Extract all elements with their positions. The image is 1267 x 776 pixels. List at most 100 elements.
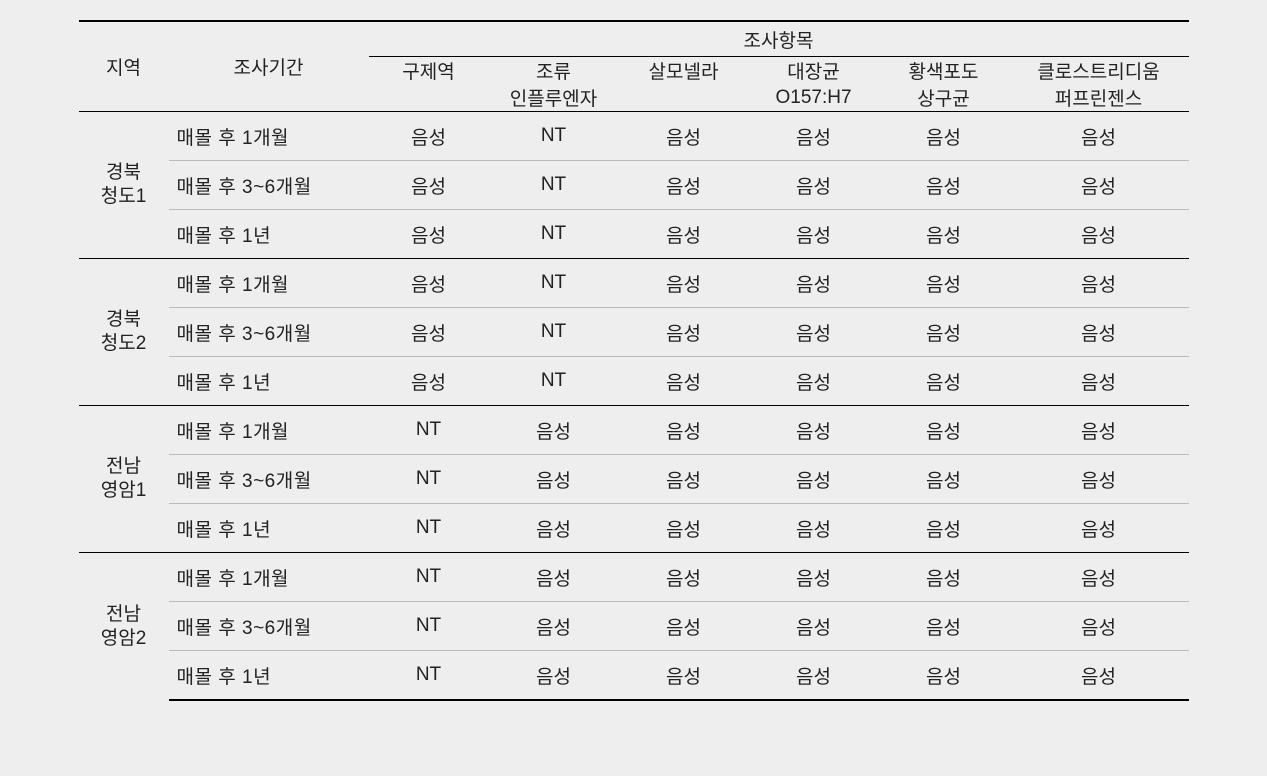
region-cell: 경북 청도2 (79, 259, 169, 406)
value-cell: 음성 (879, 308, 1009, 357)
region-line2: 청도2 (79, 332, 169, 356)
table-row: 매몰 후 1년 NT 음성 음성 음성 음성 음성 (79, 504, 1189, 553)
value-cell: 음성 (879, 455, 1009, 504)
value-cell: 음성 (369, 161, 489, 210)
period-cell: 매몰 후 3~6개월 (169, 455, 369, 504)
value-cell: 음성 (749, 602, 879, 651)
period-cell: 매몰 후 1년 (169, 504, 369, 553)
value-cell: 음성 (619, 504, 749, 553)
period-cell: 매몰 후 1년 (169, 651, 369, 701)
table-body: 경북 청도1 매몰 후 1개월 음성 NT 음성 음성 음성 음성 매몰 후 3… (79, 112, 1189, 701)
table-header: 지역 조사기간 조사항목 구제역 조류 살모넬라 대장균 황색포도 클로스트리디… (79, 21, 1189, 112)
value-cell: NT (489, 112, 619, 161)
value-cell: NT (369, 504, 489, 553)
value-cell: 음성 (489, 406, 619, 455)
value-cell: 음성 (1009, 455, 1189, 504)
region-cell: 전남 영암2 (79, 553, 169, 701)
value-cell: 음성 (619, 308, 749, 357)
value-cell: NT (489, 308, 619, 357)
value-cell: NT (369, 602, 489, 651)
region-cell: 경북 청도1 (79, 112, 169, 259)
header-item-4-line2: O157:H7 (749, 84, 879, 112)
value-cell: 음성 (619, 112, 749, 161)
value-cell: 음성 (619, 259, 749, 308)
region-line2: 청도1 (79, 185, 169, 209)
value-cell: 음성 (619, 553, 749, 602)
table-row: 전남 영암2 매몰 후 1개월 NT 음성 음성 음성 음성 음성 (79, 553, 1189, 602)
period-cell: 매몰 후 3~6개월 (169, 161, 369, 210)
value-cell: 음성 (369, 308, 489, 357)
value-cell: 음성 (1009, 112, 1189, 161)
table-row: 매몰 후 3~6개월 NT 음성 음성 음성 음성 음성 (79, 602, 1189, 651)
header-period: 조사기간 (169, 21, 369, 112)
value-cell: 음성 (1009, 210, 1189, 259)
value-cell: 음성 (879, 602, 1009, 651)
value-cell: 음성 (619, 455, 749, 504)
table-row: 매몰 후 3~6개월 음성 NT 음성 음성 음성 음성 (79, 308, 1189, 357)
value-cell: 음성 (619, 210, 749, 259)
header-item-6-line2: 퍼프린젠스 (1009, 84, 1189, 112)
value-cell: 음성 (619, 357, 749, 406)
table-row: 매몰 후 3~6개월 NT 음성 음성 음성 음성 음성 (79, 455, 1189, 504)
value-cell: 음성 (369, 357, 489, 406)
value-cell: 음성 (749, 308, 879, 357)
value-cell: NT (369, 455, 489, 504)
value-cell: 음성 (1009, 651, 1189, 701)
value-cell: 음성 (619, 406, 749, 455)
value-cell: NT (489, 161, 619, 210)
value-cell: 음성 (489, 602, 619, 651)
value-cell: 음성 (1009, 308, 1189, 357)
value-cell: 음성 (619, 651, 749, 701)
value-cell: 음성 (489, 651, 619, 701)
value-cell: 음성 (749, 406, 879, 455)
value-cell: 음성 (879, 651, 1009, 701)
header-item-1-line2 (369, 84, 489, 112)
period-cell: 매몰 후 3~6개월 (169, 602, 369, 651)
value-cell: 음성 (1009, 602, 1189, 651)
region-line1: 전남 (79, 603, 169, 627)
header-item-3-line1: 살모넬라 (619, 57, 749, 85)
table-row: 전남 영암1 매몰 후 1개월 NT 음성 음성 음성 음성 음성 (79, 406, 1189, 455)
value-cell: 음성 (749, 259, 879, 308)
table-row: 매몰 후 3~6개월 음성 NT 음성 음성 음성 음성 (79, 161, 1189, 210)
value-cell: 음성 (749, 553, 879, 602)
value-cell: 음성 (879, 406, 1009, 455)
value-cell: NT (369, 406, 489, 455)
value-cell: 음성 (879, 210, 1009, 259)
value-cell: 음성 (879, 553, 1009, 602)
region-line2: 영암1 (79, 479, 169, 503)
value-cell: 음성 (749, 651, 879, 701)
table-row: 매몰 후 1년 NT 음성 음성 음성 음성 음성 (79, 651, 1189, 701)
value-cell: 음성 (879, 112, 1009, 161)
value-cell: 음성 (749, 112, 879, 161)
period-cell: 매몰 후 1개월 (169, 406, 369, 455)
value-cell: 음성 (489, 504, 619, 553)
region-line2: 영암2 (79, 627, 169, 651)
value-cell: 음성 (879, 161, 1009, 210)
table-row: 매몰 후 1년 음성 NT 음성 음성 음성 음성 (79, 210, 1189, 259)
survey-table: 지역 조사기간 조사항목 구제역 조류 살모넬라 대장균 황색포도 클로스트리디… (79, 20, 1189, 701)
period-cell: 매몰 후 3~6개월 (169, 308, 369, 357)
value-cell: NT (369, 553, 489, 602)
header-region: 지역 (79, 21, 169, 112)
value-cell: NT (489, 259, 619, 308)
value-cell: 음성 (619, 602, 749, 651)
value-cell: 음성 (749, 455, 879, 504)
value-cell: 음성 (369, 210, 489, 259)
header-item-3-line2 (619, 84, 749, 112)
value-cell: 음성 (879, 504, 1009, 553)
header-item-4-line1: 대장균 (749, 57, 879, 85)
region-line1: 전남 (79, 455, 169, 479)
value-cell: 음성 (879, 357, 1009, 406)
survey-table-container: 지역 조사기간 조사항목 구제역 조류 살모넬라 대장균 황색포도 클로스트리디… (79, 20, 1189, 701)
value-cell: 음성 (369, 112, 489, 161)
period-cell: 매몰 후 1년 (169, 357, 369, 406)
period-cell: 매몰 후 1개월 (169, 553, 369, 602)
value-cell: NT (489, 357, 619, 406)
table-row: 경북 청도1 매몰 후 1개월 음성 NT 음성 음성 음성 음성 (79, 112, 1189, 161)
value-cell: 음성 (1009, 357, 1189, 406)
value-cell: 음성 (1009, 553, 1189, 602)
region-line1: 경북 (79, 161, 169, 185)
value-cell: 음성 (489, 455, 619, 504)
value-cell: 음성 (1009, 161, 1189, 210)
